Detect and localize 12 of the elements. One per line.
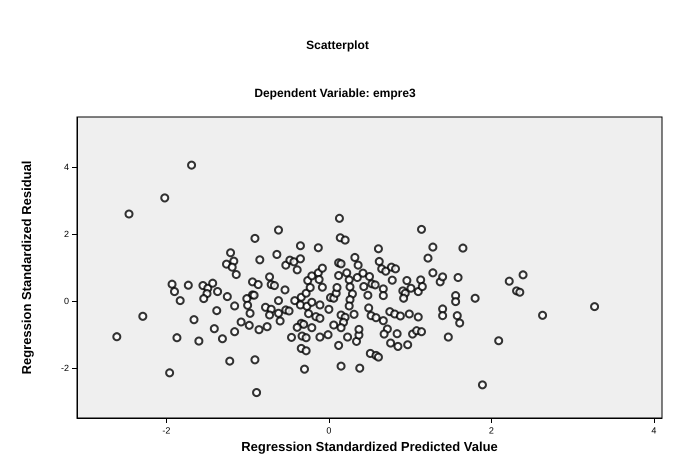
chart-title: Scatterplot — [306, 38, 369, 52]
x-axis-title: Regression Standardized Predicted Value — [241, 439, 498, 454]
x-tick-label: 0 — [326, 426, 332, 436]
y-tick-label: 2 — [64, 229, 69, 240]
y-tick-label: -2 — [60, 362, 69, 373]
chart-subtitle: Dependent Variable: empre3 — [254, 86, 416, 100]
x-tick-label: -2 — [162, 426, 170, 436]
x-tick-label: 2 — [488, 426, 494, 436]
y-tick-label: 4 — [64, 162, 69, 172]
y-tick-label: 0 — [64, 296, 69, 306]
x-tick-label: 4 — [651, 426, 656, 436]
y-axis-title: Regression Standardized Residual — [19, 160, 34, 374]
